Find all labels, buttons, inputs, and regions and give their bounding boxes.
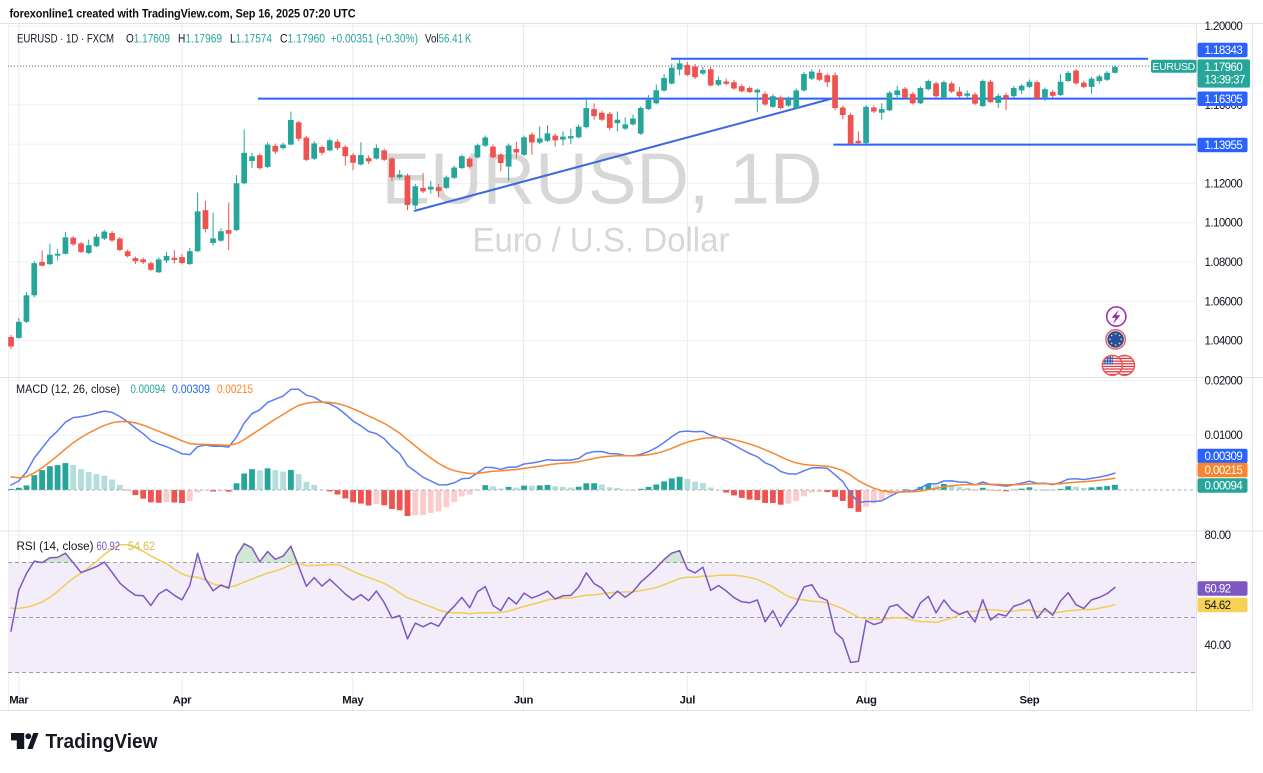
svg-text:1.10000: 1.10000 xyxy=(1205,218,1243,230)
svg-text:TradingView: TradingView xyxy=(46,731,158,753)
svg-text:Apr: Apr xyxy=(173,695,192,707)
svg-text:1.08000: 1.08000 xyxy=(1205,257,1243,269)
svg-text:May: May xyxy=(342,695,364,707)
svg-text:C1.17960: C1.17960 xyxy=(280,31,325,45)
svg-text:1.18343: 1.18343 xyxy=(1205,45,1243,57)
svg-text:80.00: 80.00 xyxy=(1205,530,1231,542)
svg-text:EURUSD · 1D · FXCM: EURUSD · 1D · FXCM xyxy=(17,31,114,45)
svg-text:40.00: 40.00 xyxy=(1205,640,1231,652)
svg-text:1.16305: 1.16305 xyxy=(1205,94,1243,106)
svg-text:Vol56.41 K: Vol56.41 K xyxy=(425,31,472,45)
svg-text:0.00309: 0.00309 xyxy=(172,382,210,396)
svg-text:0.00309: 0.00309 xyxy=(1205,451,1243,463)
svg-text:1.13955: 1.13955 xyxy=(1205,140,1243,152)
svg-text:Jun: Jun xyxy=(514,695,534,707)
svg-text:0.02000: 0.02000 xyxy=(1205,375,1243,387)
svg-text:Sep: Sep xyxy=(1019,695,1039,707)
svg-text:1.04000: 1.04000 xyxy=(1205,336,1243,348)
svg-text:O1.17609: O1.17609 xyxy=(126,31,170,45)
svg-text:0.00215: 0.00215 xyxy=(217,382,253,396)
svg-text:54.62: 54.62 xyxy=(1205,600,1231,612)
svg-text:+0.00351 (+0.30%): +0.00351 (+0.30%) xyxy=(331,31,419,45)
svg-text:forexonline1 created with Trad: forexonline1 created with TradingView.co… xyxy=(10,8,356,20)
svg-text:1.20000: 1.20000 xyxy=(1205,21,1243,33)
svg-text:EURUSD: EURUSD xyxy=(1152,61,1195,73)
svg-text:Euro / U.S. Dollar: Euro / U.S. Dollar xyxy=(473,222,730,260)
svg-text:0.00094: 0.00094 xyxy=(1205,481,1244,493)
svg-text:60.92: 60.92 xyxy=(1205,584,1231,596)
svg-text:60.92: 60.92 xyxy=(97,539,121,553)
svg-text:Jul: Jul xyxy=(680,695,696,707)
svg-text:L1.17574: L1.17574 xyxy=(230,31,272,45)
svg-text:13:39:37: 13:39:37 xyxy=(1205,75,1246,87)
svg-text:54.62: 54.62 xyxy=(128,539,155,553)
svg-text:H1.17969: H1.17969 xyxy=(178,31,222,45)
svg-text:0.01000: 0.01000 xyxy=(1205,430,1243,442)
svg-text:Aug: Aug xyxy=(856,695,877,707)
svg-text:1.17960: 1.17960 xyxy=(1205,62,1243,74)
svg-text:0.00094: 0.00094 xyxy=(131,382,166,396)
svg-text:1.06000: 1.06000 xyxy=(1205,296,1243,308)
svg-text:0.00215: 0.00215 xyxy=(1205,465,1243,477)
svg-text:1.12000: 1.12000 xyxy=(1205,178,1243,190)
svg-text:MACD (12, 26, close): MACD (12, 26, close) xyxy=(16,382,120,396)
svg-text:Mar: Mar xyxy=(9,695,29,707)
svg-text:RSI (14, close): RSI (14, close) xyxy=(17,539,94,553)
